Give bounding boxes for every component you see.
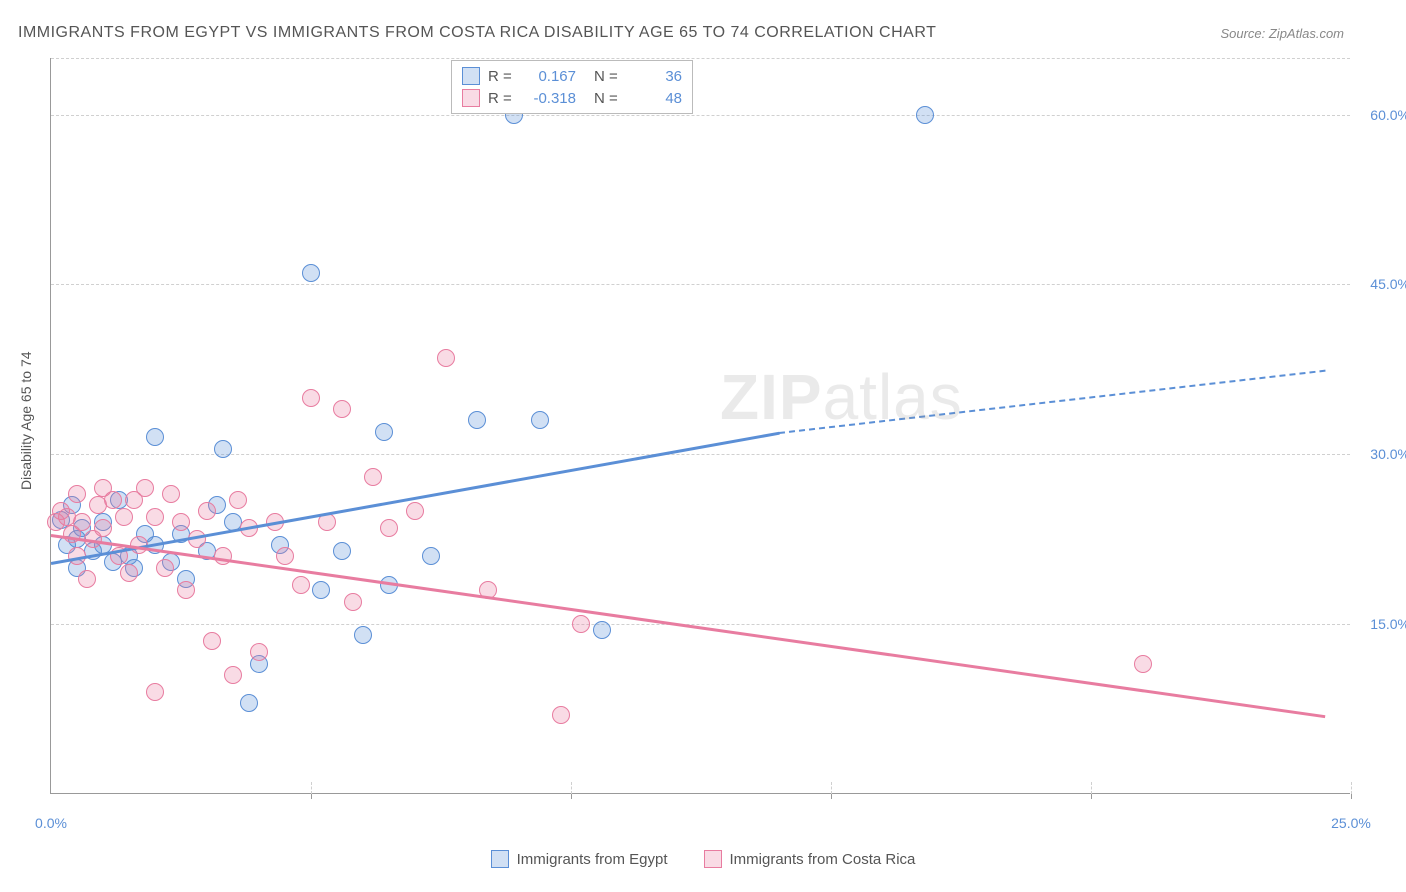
n-label: N = (594, 90, 624, 107)
scatter-point-egypt (214, 440, 232, 458)
gridline-h (51, 115, 1350, 116)
scatter-point-costa_rica (203, 632, 221, 650)
scatter-point-egypt (333, 542, 351, 560)
scatter-point-egypt (375, 423, 393, 441)
stats-row-egypt: R = 0.167 N = 36 (462, 65, 682, 87)
legend-item-egypt: Immigrants from Egypt (491, 850, 668, 868)
gridline-h (51, 284, 1350, 285)
scatter-point-egypt (916, 106, 934, 124)
x-tick-label: 0.0% (35, 815, 67, 831)
scatter-point-egypt (531, 411, 549, 429)
gridline-v (1091, 782, 1092, 794)
scatter-point-costa_rica (406, 502, 424, 520)
stats-row-costa_rica: R = -0.318 N = 48 (462, 87, 682, 109)
gridline-h (51, 624, 1350, 625)
scatter-point-costa_rica (333, 400, 351, 418)
trend-line-dash (779, 369, 1325, 433)
swatch-egypt (491, 850, 509, 868)
r-value-costa_rica: -0.318 (526, 90, 576, 107)
plot-area: 15.0%30.0%45.0%60.0%0.0%25.0%R =0.167N =… (50, 58, 1350, 794)
scatter-point-costa_rica (1134, 655, 1152, 673)
y-tick-label: 30.0% (1355, 446, 1406, 462)
scatter-point-costa_rica (68, 485, 86, 503)
scatter-point-costa_rica (120, 564, 138, 582)
scatter-point-costa_rica (572, 615, 590, 633)
scatter-point-egypt (240, 694, 258, 712)
scatter-point-costa_rica (437, 349, 455, 367)
scatter-point-costa_rica (292, 576, 310, 594)
chart-title: IMMIGRANTS FROM EGYPT VS IMMIGRANTS FROM… (18, 24, 936, 42)
scatter-point-costa_rica (146, 508, 164, 526)
n-value-costa_rica: 48 (632, 90, 682, 107)
scatter-point-egypt (146, 428, 164, 446)
scatter-point-costa_rica (104, 491, 122, 509)
stats-swatch-egypt (462, 67, 480, 85)
scatter-point-costa_rica (136, 479, 154, 497)
y-axis-label: Disability Age 65 to 74 (18, 351, 34, 490)
n-label: N = (594, 68, 624, 85)
source-label: Source: ZipAtlas.com (1220, 26, 1344, 41)
stats-swatch-costa_rica (462, 89, 480, 107)
scatter-point-egypt (312, 581, 330, 599)
legend-item-costa-rica: Immigrants from Costa Rica (704, 850, 916, 868)
legend-label-egypt: Immigrants from Egypt (517, 851, 668, 868)
r-value-egypt: 0.167 (526, 68, 576, 85)
legend-label-costa-rica: Immigrants from Costa Rica (730, 851, 916, 868)
scatter-point-egypt (593, 621, 611, 639)
gridline-h (51, 454, 1350, 455)
scatter-point-costa_rica (172, 513, 190, 531)
bottom-legend: Immigrants from Egypt Immigrants from Co… (0, 850, 1406, 868)
scatter-point-costa_rica (73, 513, 91, 531)
scatter-point-costa_rica (250, 643, 268, 661)
scatter-point-costa_rica (552, 706, 570, 724)
gridline-v (831, 782, 832, 794)
scatter-point-egypt (422, 547, 440, 565)
scatter-point-egypt (354, 626, 372, 644)
swatch-costa-rica (704, 850, 722, 868)
y-tick-label: 60.0% (1355, 107, 1406, 123)
scatter-point-egypt (468, 411, 486, 429)
scatter-point-costa_rica (380, 519, 398, 537)
scatter-point-costa_rica (364, 468, 382, 486)
trend-line (51, 534, 1325, 718)
scatter-point-costa_rica (162, 485, 180, 503)
scatter-point-costa_rica (276, 547, 294, 565)
x-tick-label: 25.0% (1331, 815, 1371, 831)
r-label: R = (488, 68, 518, 85)
scatter-point-costa_rica (229, 491, 247, 509)
y-tick-label: 15.0% (1355, 616, 1406, 632)
trend-line (51, 432, 779, 565)
scatter-point-costa_rica (198, 502, 216, 520)
scatter-point-costa_rica (146, 683, 164, 701)
scatter-point-costa_rica (115, 508, 133, 526)
y-tick-label: 45.0% (1355, 276, 1406, 292)
scatter-point-costa_rica (156, 559, 174, 577)
scatter-point-costa_rica (94, 519, 112, 537)
stats-box: R = 0.167 N = 36 R = -0.318 N = 48 (451, 60, 693, 114)
scatter-point-costa_rica (214, 547, 232, 565)
gridline-v (571, 782, 572, 794)
scatter-point-costa_rica (302, 389, 320, 407)
n-value-egypt: 36 (632, 68, 682, 85)
scatter-point-costa_rica (177, 581, 195, 599)
scatter-point-costa_rica (224, 666, 242, 684)
r-label: R = (488, 90, 518, 107)
scatter-point-costa_rica (78, 570, 96, 588)
gridline-h (51, 58, 1350, 59)
scatter-point-costa_rica (344, 593, 362, 611)
gridline-v (1351, 782, 1352, 794)
gridline-v (311, 782, 312, 794)
scatter-point-egypt (302, 264, 320, 282)
